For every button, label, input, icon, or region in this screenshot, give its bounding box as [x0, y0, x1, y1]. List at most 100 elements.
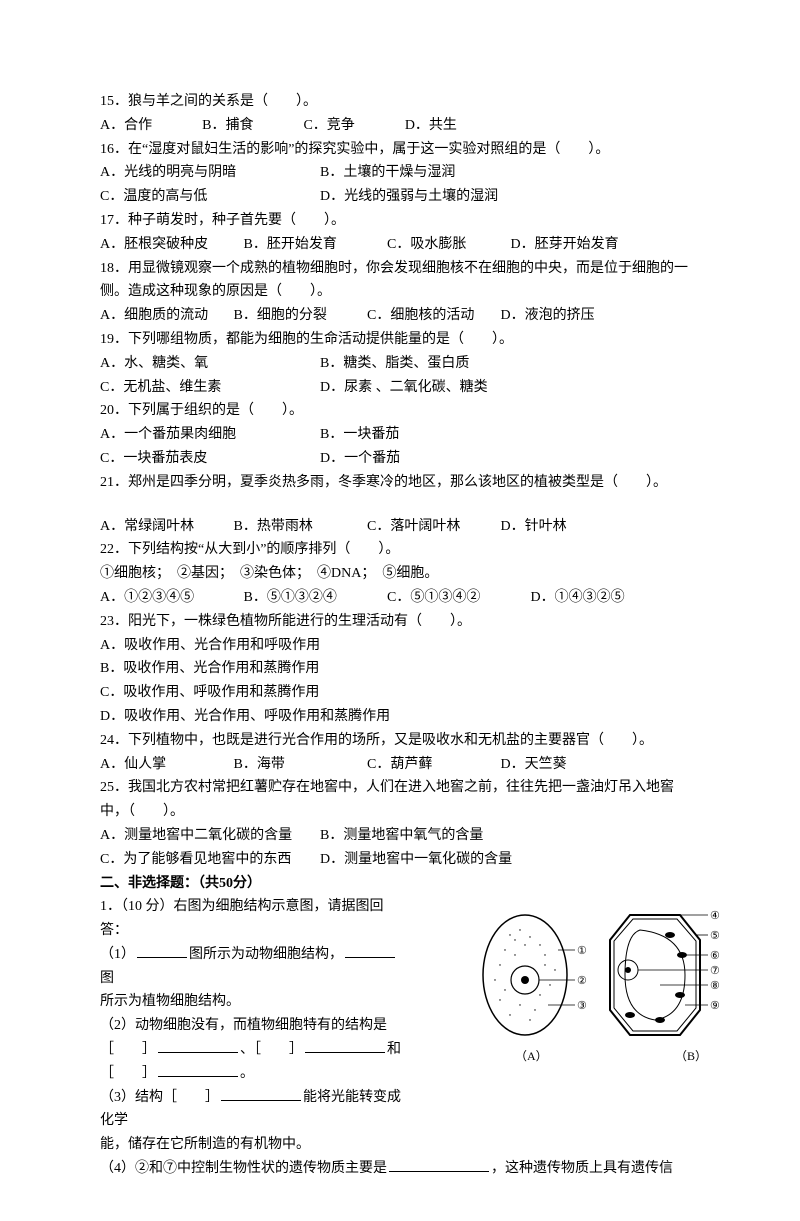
- q23-c: C．吸收作用、呼吸作用和蒸腾作用: [100, 681, 700, 705]
- q25-row2: C．为了能够看见地窖中的东西 D．测量地窖中一氧化碳的含量: [100, 848, 700, 872]
- q19-row2: C．无机盐、维生素 D．尿素 、二氧化碳、糖类: [100, 376, 700, 400]
- q16-row1: A．光线的明亮与阴暗 B．土壤的干燥与湿润: [100, 161, 700, 185]
- q19-c: C．无机盐、维生素: [100, 376, 320, 400]
- question-25: 25．我国北方农村常把红薯贮存在地窖中，人们在进入地窖之前，往往先把一盏油灯吊入…: [100, 776, 700, 871]
- q18-b: B．细胞的分裂: [234, 304, 364, 328]
- cap-a: （A）: [515, 1049, 548, 1063]
- p1-s3-row: （3）结构［ ］能将光能转变成化学: [100, 1086, 410, 1134]
- q21-c: C．落叶阔叶林: [367, 515, 497, 539]
- question-21: 21．郑州是四季分明，夏季炎热多雨，冬季寒冷的地区，那么该地区的植被类型是（ ）…: [100, 471, 700, 539]
- question-17: 17．种子萌发时，种子首先要（ ）。 A．胚根突破种皮 B．胚开始发育 C．吸水…: [100, 209, 700, 257]
- q16-b: B．土壤的干燥与湿润: [320, 161, 455, 185]
- p1-head: 1．（10 分）右图为细胞结构示意图，请据图回答：: [100, 895, 410, 943]
- blank: [389, 1157, 489, 1172]
- q22-c: C．⑤①③④②: [387, 586, 527, 610]
- q24-d: D．天竺葵: [501, 757, 567, 772]
- question-19: 19．下列哪组物质，都能为细胞的生命活动提供能量的是（ ）。 A．水、糖类、氧 …: [100, 328, 700, 399]
- q22-d: D．①④③②⑤: [531, 590, 625, 605]
- p1-s4b: ，这种遗传物质上具有遗传信: [491, 1161, 673, 1176]
- q17-c: C．吸水膨胀: [387, 233, 507, 257]
- p1-s2d: 和: [387, 1042, 401, 1057]
- cell-diagram: ① ② ③ （A）: [470, 895, 720, 1075]
- label-2: ②: [577, 975, 587, 987]
- q15-d: D．共生: [405, 114, 457, 138]
- blank: [137, 943, 187, 958]
- blank: [305, 1038, 385, 1053]
- q24-options: A．仙人掌 B．海带 C．葫芦藓 D．天竺葵: [100, 753, 700, 777]
- label-8: ⑧: [710, 980, 720, 992]
- blank: [158, 1038, 238, 1053]
- p1-s4a: （4）②和⑦中控制生物性状的遗传物质主要是: [100, 1161, 387, 1176]
- q25-b: B．测量地窖中氧气的含量: [320, 824, 483, 848]
- question-24: 24．下列植物中，也既是进行光合作用的场所，又是吸收水和无机盐的主要器官（ ）。…: [100, 729, 700, 777]
- q20-row2: C．一块番茄表皮 D．一个番茄: [100, 447, 700, 471]
- q25-c: C．为了能够看见地窖中的东西: [100, 848, 320, 872]
- q22-options: A．①②③④⑤ B．⑤①③②④ C．⑤①③④② D．①④③②⑤: [100, 586, 700, 610]
- label-4: ④: [710, 910, 720, 922]
- q19-d: D．尿素 、二氧化碳、糖类: [320, 376, 488, 400]
- q17-options: A．胚根突破种皮 B．胚开始发育 C．吸水膨胀 D．胚芽开始发育: [100, 233, 700, 257]
- q21-gap: [100, 495, 700, 515]
- q23-b: B．吸收作用、光合作用和蒸腾作用: [100, 657, 700, 681]
- p1-s1: （1）图所示为动物细胞结构，图: [100, 943, 410, 991]
- q22-b: B．⑤①③②④: [244, 586, 384, 610]
- q21-b: B．热带雨林: [234, 515, 364, 539]
- label-5: ⑤: [710, 930, 720, 942]
- q16-d: D．光线的强弱与土壤的湿润: [320, 185, 498, 209]
- problem-1: 1．（10 分）右图为细胞结构示意图，请据图回答： （1）图所示为动物细胞结构，…: [100, 895, 700, 1157]
- question-22: 22．下列结构按“从大到小”的顺序排列（ ）。 ①细胞核； ②基因； ③染色体；…: [100, 538, 700, 609]
- plant-cell: [610, 915, 708, 1035]
- q18-d: D．液泡的挤压: [501, 308, 595, 323]
- q20-a: A．一个番茄果肉细胞: [100, 423, 320, 447]
- q17-b: B．胚开始发育: [244, 233, 384, 257]
- q18-a: A．细胞质的流动: [100, 304, 230, 328]
- q15-stem: 15．狼与羊之间的关系是（ ）。: [100, 90, 700, 114]
- question-16: 16．在“湿度对鼠妇生活的影响”的探究实验中，属于这一实验对照组的是（ ）。 A…: [100, 138, 700, 209]
- q22-stem: 22．下列结构按“从大到小”的顺序排列（ ）。: [100, 538, 700, 562]
- q20-stem: 20．下列属于组织的是（ ）。: [100, 399, 700, 423]
- q19-b: B．糖类、脂类、蛋白质: [320, 352, 469, 376]
- question-23: 23．阳光下，一株绿色植物所能进行的生理活动有（ ）。 A．吸收作用、光合作用和…: [100, 610, 700, 729]
- section-2-header: 二、非选择题：（共50分）: [100, 872, 700, 896]
- q16-c: C．温度的高与低: [100, 185, 320, 209]
- animal-cell: [483, 915, 575, 1035]
- q24-b: B．海带: [234, 753, 364, 777]
- q18-c: C．细胞核的活动: [367, 304, 497, 328]
- problem-1-text: 1．（10 分）右图为细胞结构示意图，请据图回答： （1）图所示为动物细胞结构，…: [100, 895, 410, 1157]
- q23-a: A．吸收作用、光合作用和呼吸作用: [100, 634, 700, 658]
- p1-s4: （4）②和⑦中控制生物性状的遗传物质主要是 ，这种遗传物质上具有遗传信: [100, 1157, 700, 1181]
- label-1: ①: [577, 945, 587, 957]
- q20-row1: A．一个番茄果肉细胞 B．一块番茄: [100, 423, 700, 447]
- q23-stem: 23．阳光下，一株绿色植物所能进行的生理活动有（ ）。: [100, 610, 700, 634]
- q24-stem: 24．下列植物中，也既是进行光合作用的场所，又是吸收水和无机盐的主要器官（ ）。: [100, 729, 700, 753]
- label-9: ⑨: [710, 1000, 720, 1012]
- q24-a: A．仙人掌: [100, 753, 230, 777]
- q21-d: D．针叶林: [501, 519, 567, 534]
- q15-c: C．竞争: [303, 114, 354, 138]
- q17-d: D．胚芽开始发育: [511, 237, 619, 252]
- p1-s2e: ［ ］: [100, 1066, 156, 1081]
- q23-d: D．吸收作用、光合作用、呼吸作用和蒸腾作用: [100, 705, 700, 729]
- q16-stem: 16．在“湿度对鼠妇生活的影响”的探究实验中，属于这一实验对照组的是（ ）。: [100, 138, 700, 162]
- q20-c: C．一块番茄表皮: [100, 447, 320, 471]
- q22-sub: ①细胞核； ②基因； ③染色体； ④DNA； ⑤细胞。: [100, 562, 700, 586]
- p1-s2a: （2）动物细胞没有，而植物细胞特有的结构是: [100, 1014, 410, 1038]
- p1-s3a: （3）结构［ ］: [100, 1090, 219, 1105]
- q20-b: B．一块番茄: [320, 423, 399, 447]
- q17-a: A．胚根突破种皮: [100, 233, 240, 257]
- p1-s1c: 图: [100, 971, 114, 986]
- q25-row1: A．测量地窖中二氧化碳的含量 B．测量地窖中氧气的含量: [100, 824, 700, 848]
- q24-c: C．葫芦藓: [367, 753, 497, 777]
- q19-stem: 19．下列哪组物质，都能为细胞的生命活动提供能量的是（ ）。: [100, 328, 700, 352]
- p1-s1d: 所示为植物细胞结构。: [100, 990, 410, 1014]
- q25-stem: 25．我国北方农村常把红薯贮存在地窖中，人们在进入地窖之前，往往先把一盏油灯吊入…: [100, 776, 700, 824]
- q17-stem: 17．种子萌发时，种子首先要（ ）。: [100, 209, 700, 233]
- label-3: ③: [577, 1000, 587, 1012]
- cell-svg: ① ② ③ （A）: [470, 895, 720, 1075]
- blank: [221, 1086, 301, 1101]
- blank: [345, 943, 395, 958]
- q15-options: A．合作 B．捕食 C．竞争 D．共生: [100, 114, 700, 138]
- q16-row2: C．温度的高与低 D．光线的强弱与土壤的湿润: [100, 185, 700, 209]
- q16-a: A．光线的明亮与阴暗: [100, 161, 320, 185]
- p1-s2b: ［ ］: [100, 1042, 156, 1057]
